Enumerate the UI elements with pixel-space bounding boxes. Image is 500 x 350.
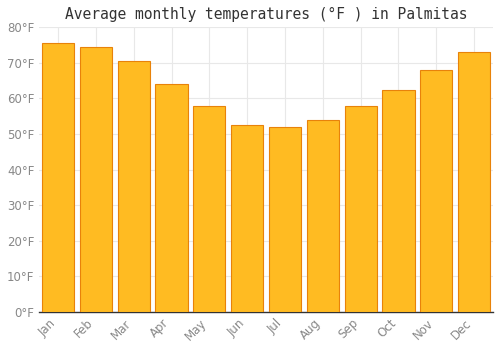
Bar (156, 84, 188, 312)
Bar (307, 120, 339, 312)
Bar (118, 61, 150, 312)
Bar (80, 47, 112, 312)
Bar (420, 70, 452, 312)
Bar (458, 52, 490, 312)
Bar (269, 127, 301, 312)
Bar (344, 105, 377, 312)
Bar (42, 43, 74, 312)
Bar (194, 105, 226, 312)
Bar (382, 90, 414, 312)
Bar (231, 125, 264, 312)
Title: Average monthly temperatures (°F ) in Palmitas: Average monthly temperatures (°F ) in Pa… (65, 7, 468, 22)
